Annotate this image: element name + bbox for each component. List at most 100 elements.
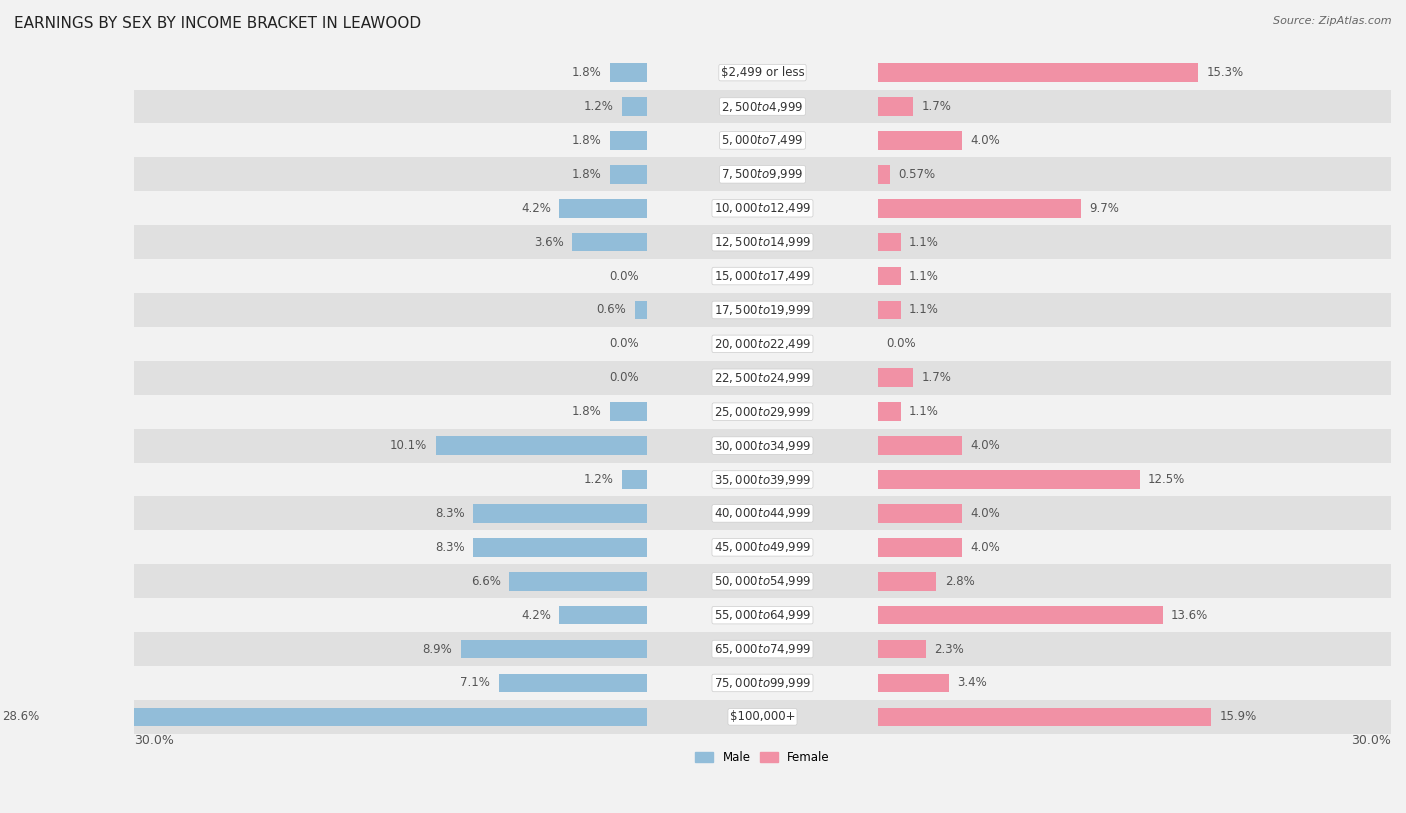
Bar [877, 437, 962, 455]
Bar [572, 233, 647, 251]
Legend: Male, Female: Male, Female [690, 746, 834, 768]
Text: 1.8%: 1.8% [571, 66, 602, 79]
Bar [134, 225, 1391, 259]
Bar [877, 707, 1211, 726]
Bar [877, 267, 901, 285]
Text: 4.2%: 4.2% [522, 609, 551, 622]
Text: 1.1%: 1.1% [910, 303, 939, 316]
Text: 12.5%: 12.5% [1147, 473, 1185, 486]
Text: 2.3%: 2.3% [934, 642, 965, 655]
Bar [621, 98, 647, 115]
Text: 6.6%: 6.6% [471, 575, 501, 588]
Bar [461, 640, 647, 659]
Bar [134, 530, 1391, 564]
Text: 13.6%: 13.6% [1171, 609, 1208, 622]
Text: EARNINGS BY SEX BY INCOME BRACKET IN LEAWOOD: EARNINGS BY SEX BY INCOME BRACKET IN LEA… [14, 16, 422, 31]
Text: 4.0%: 4.0% [970, 439, 1000, 452]
Bar [610, 402, 647, 421]
Text: $10,000 to $12,499: $10,000 to $12,499 [714, 202, 811, 215]
Text: 4.0%: 4.0% [970, 507, 1000, 520]
Bar [436, 437, 647, 455]
Text: $2,500 to $4,999: $2,500 to $4,999 [721, 99, 804, 114]
Text: $15,000 to $17,499: $15,000 to $17,499 [714, 269, 811, 283]
Text: 8.3%: 8.3% [436, 541, 465, 554]
Bar [474, 504, 647, 523]
Bar [610, 63, 647, 82]
Bar [134, 666, 1391, 700]
Text: $30,000 to $34,999: $30,000 to $34,999 [714, 438, 811, 453]
Bar [499, 674, 647, 693]
Bar [877, 538, 962, 557]
Bar [877, 504, 962, 523]
Text: Source: ZipAtlas.com: Source: ZipAtlas.com [1274, 16, 1392, 26]
Bar [877, 98, 914, 115]
Bar [877, 165, 890, 184]
Bar [610, 131, 647, 150]
Bar [560, 199, 647, 218]
Text: $25,000 to $29,999: $25,000 to $29,999 [714, 405, 811, 419]
Bar [134, 497, 1391, 530]
Bar [134, 327, 1391, 361]
Text: 30.0%: 30.0% [134, 734, 174, 747]
Text: 0.57%: 0.57% [898, 167, 935, 180]
Bar [877, 402, 901, 421]
Text: 1.7%: 1.7% [922, 372, 952, 385]
Text: 1.1%: 1.1% [910, 270, 939, 283]
Text: 0.0%: 0.0% [609, 337, 638, 350]
Bar [48, 707, 647, 726]
Text: $17,500 to $19,999: $17,500 to $19,999 [714, 303, 811, 317]
Text: $5,000 to $7,499: $5,000 to $7,499 [721, 133, 804, 147]
Text: $22,500 to $24,999: $22,500 to $24,999 [714, 371, 811, 385]
Text: $7,500 to $9,999: $7,500 to $9,999 [721, 167, 804, 181]
Text: $75,000 to $99,999: $75,000 to $99,999 [714, 676, 811, 690]
Text: 1.2%: 1.2% [583, 473, 614, 486]
Text: 1.2%: 1.2% [583, 100, 614, 113]
Text: 8.3%: 8.3% [436, 507, 465, 520]
Text: 4.2%: 4.2% [522, 202, 551, 215]
Bar [134, 564, 1391, 598]
Text: 2.8%: 2.8% [945, 575, 974, 588]
Text: 8.9%: 8.9% [423, 642, 453, 655]
Text: 9.7%: 9.7% [1090, 202, 1119, 215]
Bar [134, 124, 1391, 158]
Text: $20,000 to $22,499: $20,000 to $22,499 [714, 337, 811, 351]
Bar [877, 131, 962, 150]
Bar [134, 463, 1391, 497]
Text: $55,000 to $64,999: $55,000 to $64,999 [714, 608, 811, 622]
Bar [134, 395, 1391, 428]
Bar [134, 55, 1391, 89]
Text: $100,000+: $100,000+ [730, 711, 796, 724]
Text: 1.1%: 1.1% [910, 405, 939, 418]
Text: 1.8%: 1.8% [571, 134, 602, 147]
Text: 0.6%: 0.6% [596, 303, 626, 316]
Text: 30.0%: 30.0% [1351, 734, 1391, 747]
Text: 1.8%: 1.8% [571, 405, 602, 418]
Text: 7.1%: 7.1% [460, 676, 491, 689]
Text: 10.1%: 10.1% [389, 439, 427, 452]
Text: 3.6%: 3.6% [534, 236, 564, 249]
Text: $50,000 to $54,999: $50,000 to $54,999 [714, 574, 811, 589]
Text: $2,499 or less: $2,499 or less [721, 66, 804, 79]
Bar [877, 606, 1163, 624]
Text: 1.1%: 1.1% [910, 236, 939, 249]
Bar [877, 233, 901, 251]
Text: 15.9%: 15.9% [1219, 711, 1257, 724]
Bar [877, 63, 1198, 82]
Text: $65,000 to $74,999: $65,000 to $74,999 [714, 642, 811, 656]
Bar [134, 598, 1391, 632]
Bar [134, 428, 1391, 463]
Bar [560, 606, 647, 624]
Bar [877, 199, 1081, 218]
Bar [610, 165, 647, 184]
Bar [634, 301, 647, 320]
Text: 1.8%: 1.8% [571, 167, 602, 180]
Bar [877, 368, 914, 387]
Bar [134, 158, 1391, 191]
Bar [877, 572, 936, 590]
Bar [877, 674, 949, 693]
Text: 28.6%: 28.6% [3, 711, 39, 724]
Text: $35,000 to $39,999: $35,000 to $39,999 [714, 472, 811, 486]
Text: $12,500 to $14,999: $12,500 to $14,999 [714, 235, 811, 249]
Text: 4.0%: 4.0% [970, 541, 1000, 554]
Bar [134, 191, 1391, 225]
